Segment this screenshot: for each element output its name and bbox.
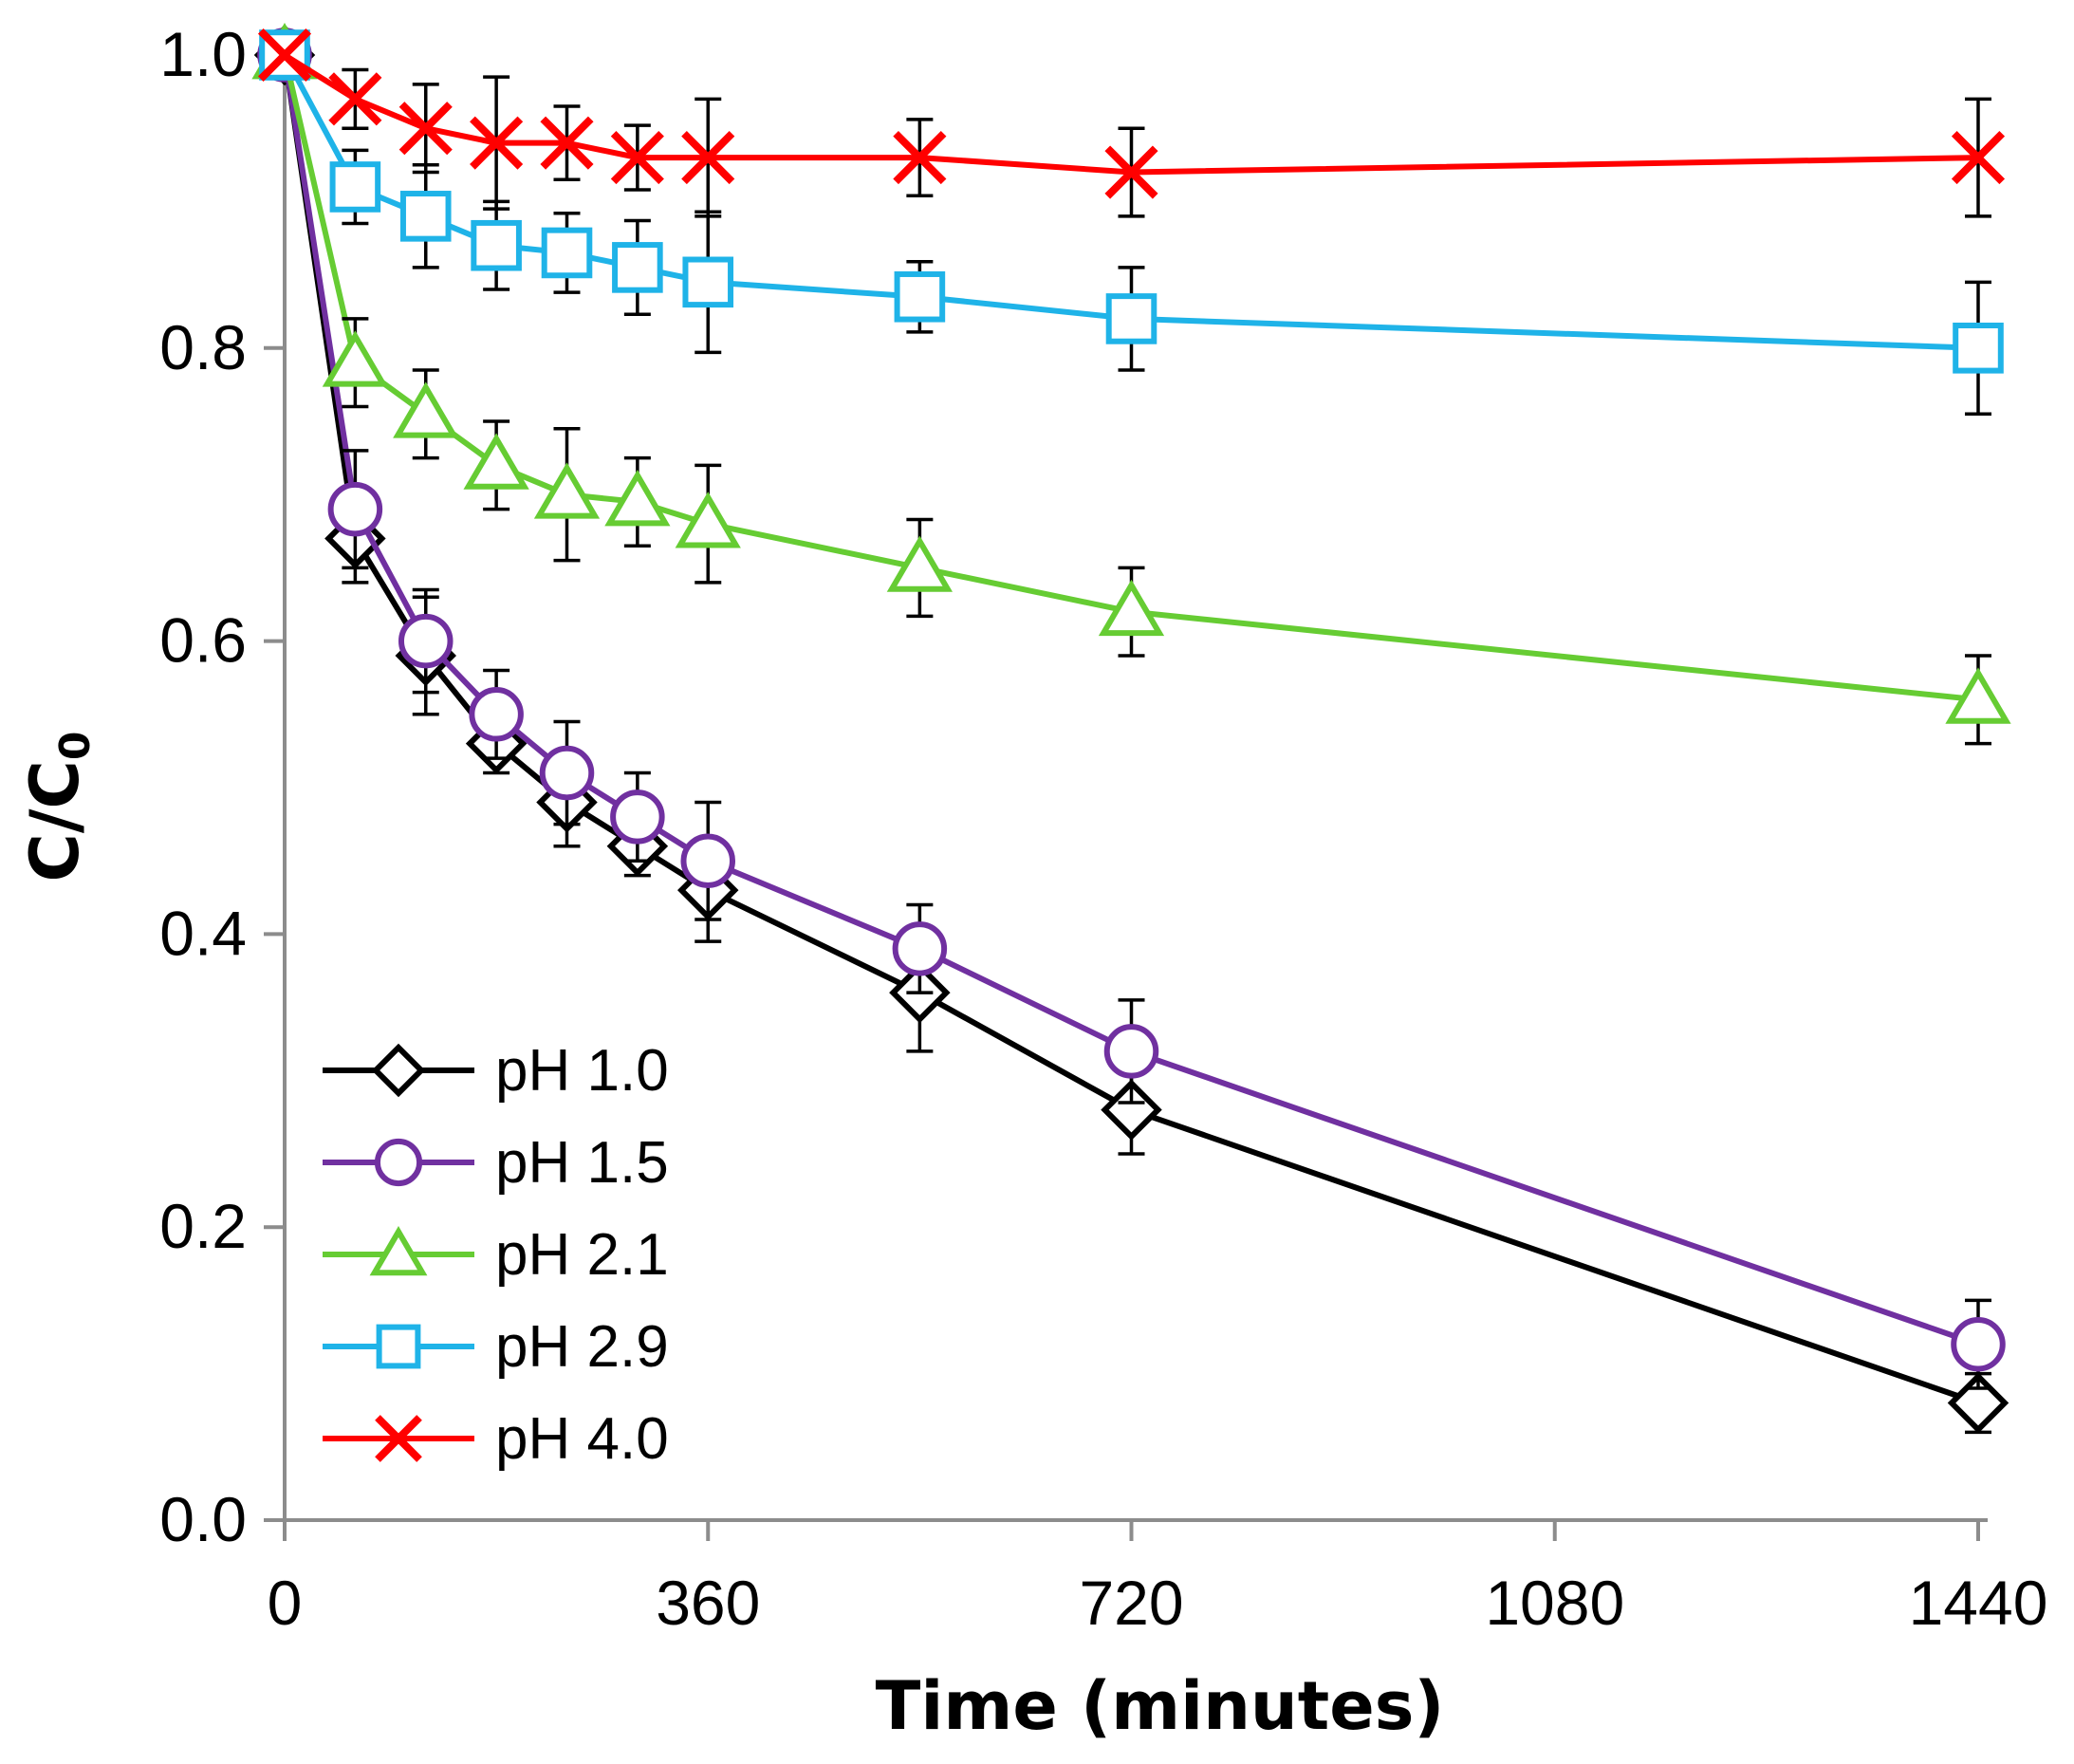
x-tick-label: 360 <box>656 1568 760 1638</box>
data-point <box>610 131 664 185</box>
data-point <box>1104 145 1158 199</box>
y-tick-label: 0.4 <box>159 898 247 968</box>
data-point <box>329 161 381 213</box>
data-point <box>1951 131 2006 185</box>
marker-stroke <box>375 1415 422 1462</box>
marker-stroke <box>1951 131 2006 185</box>
y-tick-label: 0.8 <box>159 312 247 382</box>
data-point <box>393 381 459 438</box>
data-point <box>610 789 665 845</box>
legend-item: pH 1.5 <box>323 1130 669 1196</box>
y-tick-label: 0.6 <box>159 605 247 676</box>
data-point <box>322 330 388 387</box>
series-ph-1-5 <box>257 28 2006 1390</box>
legend-marker <box>369 1226 428 1276</box>
x-ticks: 0 360 720 1080 1440 <box>268 1520 2048 1638</box>
data-point <box>471 219 522 271</box>
legend: pH 1.0 pH 1.5 pH 2.1 pH 2.9 pH 4.0 <box>323 1038 669 1472</box>
legend-item: pH 2.1 <box>323 1222 669 1288</box>
legend-marker <box>376 1324 421 1369</box>
marker-stroke <box>1104 145 1158 199</box>
data-point <box>539 745 595 801</box>
marker-stroke <box>328 72 382 126</box>
data-point <box>886 535 953 592</box>
y-ticks: 0.0 0.2 0.4 0.6 0.8 1.0 <box>159 19 285 1554</box>
legend-marker <box>371 1043 426 1098</box>
series-layer <box>251 23 2011 1435</box>
data-point <box>463 433 529 490</box>
data-point <box>399 191 452 242</box>
data-point <box>328 72 382 126</box>
legend-label: pH 1.0 <box>495 1038 669 1104</box>
data-point <box>612 242 663 293</box>
series-line <box>282 53 1979 351</box>
data-point <box>540 116 594 170</box>
data-point <box>1945 667 2011 724</box>
y-axis-title: C/C0 <box>16 732 100 882</box>
y-tick-label: 0.2 <box>159 1191 247 1261</box>
x-tick-label: 720 <box>1079 1568 1183 1638</box>
legend-label: pH 1.5 <box>495 1130 669 1196</box>
legend-item: pH 2.9 <box>323 1314 669 1380</box>
data-point <box>892 921 948 976</box>
data-point <box>894 270 946 323</box>
series-ph-4-0 <box>257 28 2006 218</box>
data-point <box>680 833 736 888</box>
data-point <box>675 492 741 548</box>
data-point <box>893 131 947 185</box>
data-point <box>1953 323 2004 374</box>
marker-stroke <box>540 116 594 170</box>
axes: 0.0 0.2 0.4 0.6 0.8 1.0 0 360 720 1080 1440 <box>159 19 2047 1638</box>
marker-stroke <box>470 116 524 170</box>
x-axis-title: Time (minutes) <box>876 1667 1445 1745</box>
data-point <box>681 131 735 185</box>
data-point <box>1103 1024 1159 1079</box>
data-point <box>541 227 593 279</box>
series-line <box>282 54 1979 1347</box>
data-point <box>470 116 524 170</box>
x-tick-label: 1440 <box>1909 1568 2048 1638</box>
series-line <box>282 54 1979 1406</box>
marker-stroke <box>257 28 312 83</box>
series-ph-2-9 <box>259 29 2004 417</box>
y-axis-title-subscript: 0 <box>51 732 100 761</box>
data-point <box>1101 1079 1162 1141</box>
marker-stroke <box>681 131 735 185</box>
y-axis-title-main: C/C <box>16 760 94 882</box>
data-point <box>682 256 734 308</box>
data-point <box>398 613 454 669</box>
data-point <box>1098 579 1165 637</box>
legend-item: pH 1.0 <box>323 1038 669 1104</box>
data-point <box>257 28 312 83</box>
legend-label: pH 2.1 <box>495 1222 669 1288</box>
series-line <box>282 54 1979 703</box>
series-line <box>283 52 1979 176</box>
data-point <box>1951 1316 2006 1372</box>
legend-marker <box>374 1138 423 1187</box>
marker-stroke <box>398 102 453 156</box>
data-point <box>533 462 601 519</box>
data-point <box>398 102 453 156</box>
data-point <box>327 481 383 537</box>
data-point <box>469 687 524 742</box>
marker-stroke <box>610 131 664 185</box>
y-tick-label: 0.0 <box>159 1484 247 1554</box>
legend-label: pH 4.0 <box>495 1406 669 1472</box>
y-tick-label: 1.0 <box>159 19 247 89</box>
legend-item: pH 4.0 <box>323 1406 669 1472</box>
legend-marker <box>375 1415 422 1462</box>
marker-stroke <box>893 131 947 185</box>
x-tick-label: 1080 <box>1485 1568 1624 1638</box>
x-tick-label: 0 <box>268 1568 303 1638</box>
data-point <box>1105 293 1157 344</box>
data-point <box>604 469 671 527</box>
legend-label: pH 2.9 <box>495 1314 669 1380</box>
